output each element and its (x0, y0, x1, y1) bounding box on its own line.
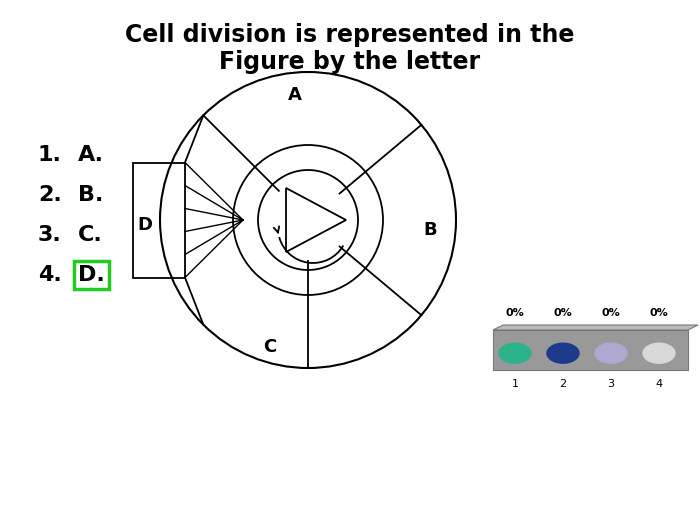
Text: 2.: 2. (38, 185, 62, 205)
Text: Cell division is represented in the: Cell division is represented in the (125, 23, 575, 47)
Bar (493, 330, 688, 370)
Text: 1: 1 (512, 379, 519, 389)
Text: 0%: 0% (554, 308, 573, 318)
Text: A.: A. (78, 145, 104, 165)
Text: Figure by the letter: Figure by the letter (219, 50, 481, 74)
Polygon shape (493, 325, 698, 330)
Text: 3.: 3. (38, 225, 62, 245)
Ellipse shape (547, 343, 579, 363)
Text: 0%: 0% (650, 308, 668, 318)
Ellipse shape (595, 343, 627, 363)
Ellipse shape (499, 343, 531, 363)
Text: D: D (137, 216, 153, 234)
Bar (133, 163, 185, 278)
Text: A: A (288, 86, 302, 104)
Text: C: C (263, 338, 276, 356)
Text: B.: B. (78, 185, 104, 205)
Text: D.: D. (78, 265, 105, 285)
Text: 3: 3 (608, 379, 615, 389)
Text: 4: 4 (655, 379, 663, 389)
Text: 2: 2 (559, 379, 566, 389)
Text: B: B (424, 221, 437, 239)
Text: C.: C. (78, 225, 103, 245)
Text: 0%: 0% (601, 308, 620, 318)
Text: 0%: 0% (505, 308, 524, 318)
Text: 1.: 1. (38, 145, 62, 165)
Text: 4.: 4. (38, 265, 62, 285)
Ellipse shape (643, 343, 675, 363)
